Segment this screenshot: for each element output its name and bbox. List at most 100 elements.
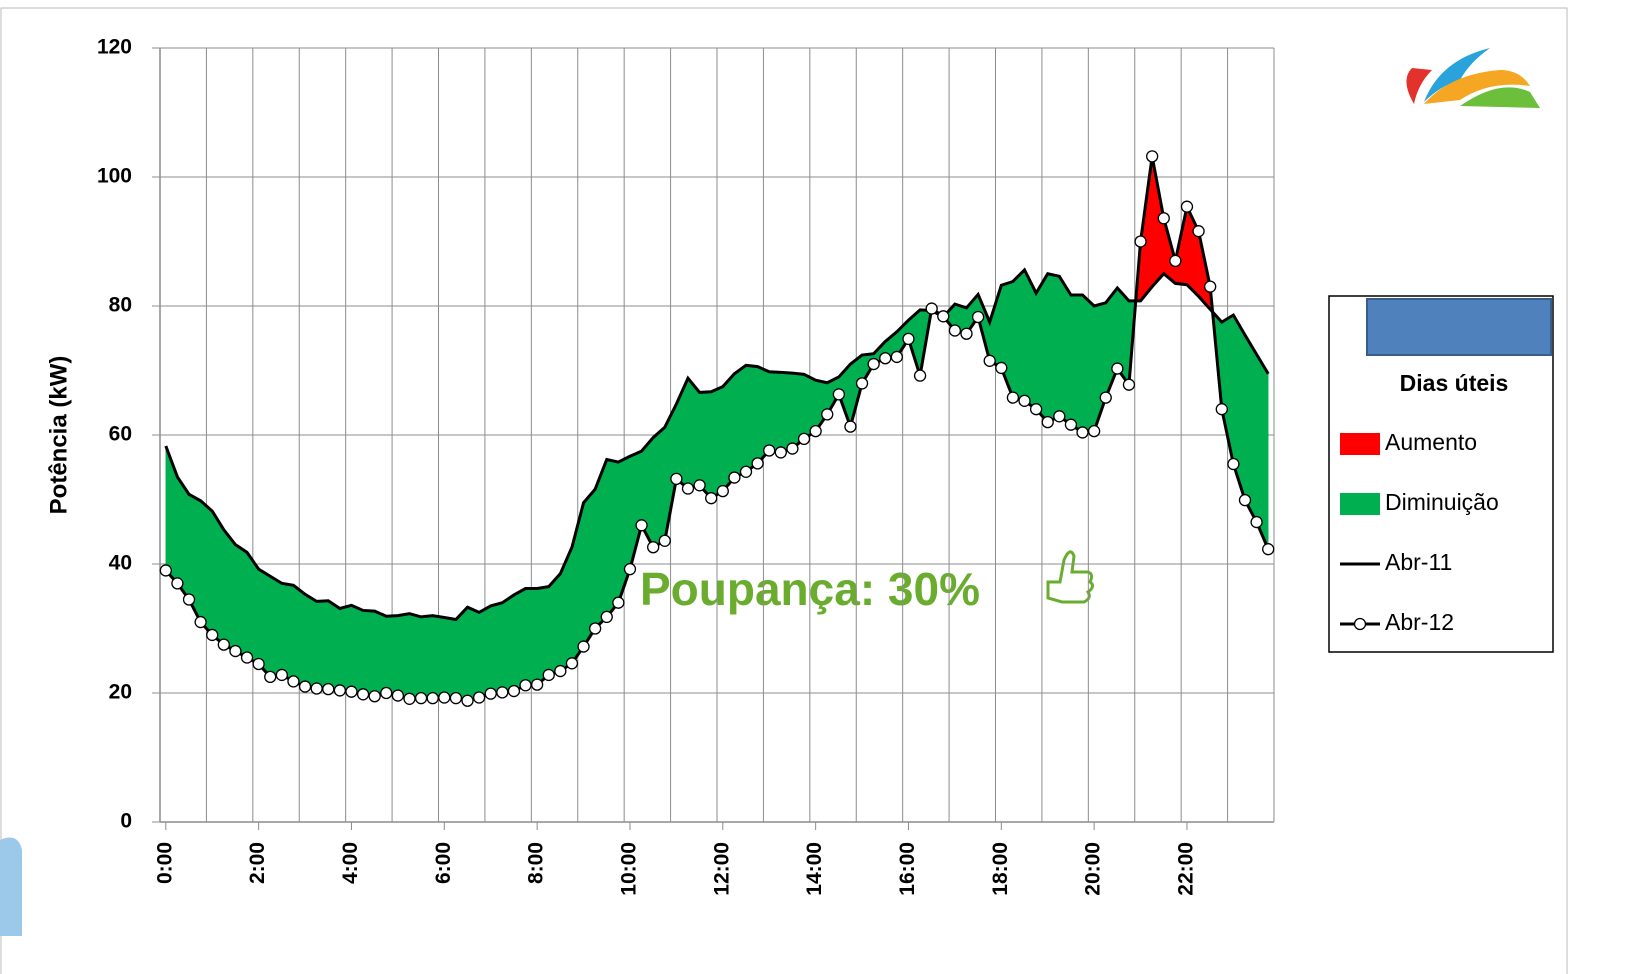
logo [1406,48,1540,108]
marker [496,686,509,699]
marker [1192,225,1205,238]
line-series [164,267,1270,622]
marker [1064,418,1078,431]
difference-area [293,584,306,687]
marker [356,688,370,701]
marker [530,678,544,691]
marker [855,377,869,390]
difference-area [1244,334,1257,523]
x-tick-label: 0:00 [153,842,176,884]
difference-area [1070,294,1083,433]
legend-label: Aumento [1385,429,1477,455]
marker [774,446,787,459]
marker [1018,394,1031,407]
marker [322,682,335,696]
difference-area [1059,275,1072,426]
difference-area [269,575,283,678]
marker [913,369,927,382]
marker [937,310,950,323]
marker [438,691,451,704]
marker [705,492,718,505]
difference-area [316,600,329,690]
difference-area [1047,273,1060,423]
difference-area [548,573,561,676]
marker [1029,403,1043,416]
marker [1099,391,1112,404]
difference-area [444,617,457,699]
marker [971,310,985,324]
marker [519,679,532,692]
difference-area [211,510,225,646]
x-tick-label: 22:00 [1175,842,1198,896]
marker [763,444,776,457]
difference-area [1035,272,1048,423]
marker [194,615,207,629]
difference-areas [165,156,1269,702]
marker [681,482,695,495]
difference-area [235,544,248,658]
marker [1122,378,1136,391]
difference-area [710,386,724,499]
marker [739,465,753,478]
legend-label: Abr-12 [1385,609,1454,635]
marker [670,472,683,486]
x-tick-label: 10:00 [618,842,641,896]
marker [217,638,230,651]
marker [182,593,196,606]
marker [287,675,300,688]
marker [1180,200,1194,213]
y-axis-title: Potência (kW) [45,356,72,515]
difference-area [606,459,619,618]
marker [403,692,416,705]
marker [1076,426,1089,439]
difference-area [409,613,422,700]
difference-area [768,371,782,453]
x-tick-label: 2:00 [246,842,269,884]
legend-swatch [1340,493,1380,515]
marker [577,640,590,653]
difference-area [362,610,375,697]
marker [472,691,486,704]
marker [333,684,347,697]
difference-area [420,615,433,699]
difference-area [386,615,399,696]
difference-area [780,372,793,453]
y-tick-label: 100 [97,165,132,188]
decoration [0,837,22,936]
marker [240,651,254,664]
marker [960,327,973,340]
marker [647,541,660,554]
difference-area [455,606,468,702]
x-tick-label: 6:00 [432,842,455,884]
y-tick-label: 60 [109,423,132,446]
difference-area [490,602,503,694]
marker [751,457,764,470]
x-tick-label: 4:00 [339,842,362,884]
marker [368,690,381,703]
legend-marker [1353,617,1367,631]
marker [391,689,405,702]
difference-area [1012,269,1025,402]
marker [461,694,474,707]
marker [623,563,637,576]
difference-area [397,613,410,700]
marker [1204,280,1217,293]
y-tick-label: 120 [97,36,132,59]
x-tick-label: 12:00 [710,842,733,896]
marker [1227,457,1240,471]
marker [716,484,729,498]
difference-area [339,604,352,692]
difference-area [223,529,236,652]
legend-swatch [1340,433,1380,455]
marker [554,664,567,678]
difference-area [304,593,317,689]
difference-area [281,583,294,682]
legend-label: Abr-11 [1385,549,1452,575]
marker [635,519,648,532]
y-tick-label: 0 [120,810,132,833]
legend-header [1366,298,1552,356]
frame [0,7,1568,974]
marker [264,670,277,684]
difference-area [525,588,538,686]
